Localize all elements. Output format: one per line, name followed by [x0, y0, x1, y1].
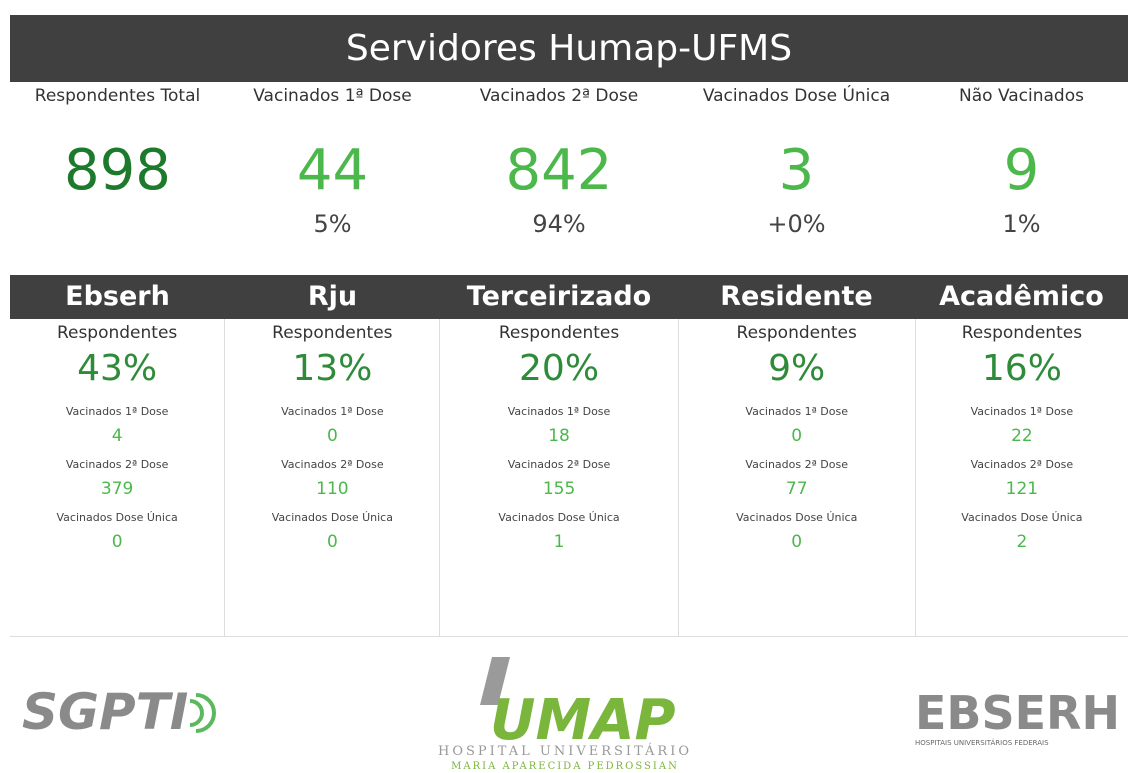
group-card: Respondentes 13% Vacinados 1ª Dose 0 Vacinad…	[225, 319, 441, 636]
group-name: Rju	[307, 281, 358, 312]
group-name: Residente	[720, 281, 873, 312]
respondents-value: 13%	[292, 348, 373, 389]
metric-value: 4	[111, 426, 123, 446]
summary-value: 44	[296, 138, 369, 203]
metric-label: Vacinados 1ª Dose	[745, 405, 848, 418]
metric-value: 0	[326, 532, 338, 552]
summary-label: Não Vacinados	[959, 86, 1084, 106]
metric-value: 0	[791, 426, 803, 446]
summary-card: Vacinados 1ª Dose 44 5%	[225, 84, 440, 272]
metric-value: 155	[542, 479, 576, 499]
summary-label: Vacinados 2ª Dose	[479, 86, 639, 106]
group-card: Respondentes 9% Vacinados 1ª Dose 0 Vacinado…	[679, 319, 916, 636]
metric-label: Vacinados Dose Única	[271, 511, 393, 524]
ebserh-sub: HOSPITAIS UNIVERSITÁRIOS FEDERAIS	[915, 738, 1049, 747]
group-row: Respondentes 43% Vacinados 1ª Dose 4 Vacinad…	[10, 319, 1128, 637]
metric-label: Vacinados Dose Única	[961, 511, 1083, 524]
metric-label: Vacinados Dose Única	[736, 511, 858, 524]
summary-card: Não Vacinados 9 1%	[915, 84, 1128, 272]
metric-label: Vacinados Dose Única	[56, 511, 178, 524]
metric-label: Vacinados Dose Única	[498, 511, 620, 524]
logos: SGPTI UMAP HOSPITAL UNIVERSITÁRIO MARIA …	[22, 657, 1120, 772]
metric-label: Vacinados 1ª Dose	[281, 405, 384, 418]
ebserh-logo: EBSERH	[915, 686, 1120, 740]
summary-label: Vacinados 1ª Dose	[253, 86, 412, 106]
group-card: Respondentes 43% Vacinados 1ª Dose 4 Vacinad…	[10, 319, 226, 636]
summary-label: Respondentes Total	[34, 86, 201, 106]
respondents-value: 16%	[981, 348, 1062, 389]
respondents-value: 9%	[768, 348, 826, 389]
metric-label: Vacinados 2ª Dose	[970, 458, 1074, 471]
metric-value: 18	[548, 426, 570, 446]
metric-value: 77	[785, 479, 808, 499]
metric-value: 0	[791, 532, 803, 552]
metric-value: 0	[326, 426, 338, 446]
group-bar: Ebserh Rju Terceirizado Residente Acadêmico	[10, 275, 1128, 319]
humap-line2: MARIA APARECIDA PEDROSSIAN	[451, 761, 679, 772]
metric-value: 1	[553, 532, 565, 552]
metric-value: 0	[111, 532, 123, 552]
signal-icon	[189, 693, 216, 733]
metric-label: Vacinados 1ª Dose	[507, 405, 611, 418]
respondents-label: Respondentes	[56, 323, 178, 343]
humap-line1: HOSPITAL UNIVERSITÁRIO	[438, 743, 692, 759]
metric-label: Vacinados 2ª Dose	[745, 458, 848, 471]
sgpti-logo: SGPTI	[22, 683, 188, 741]
summary-percent: +0%	[767, 210, 826, 238]
metric-value: 121	[1005, 479, 1039, 499]
title: Servidores Humap-UFMS	[345, 28, 793, 69]
summary-percent: 94%	[532, 210, 586, 238]
metric-label: Vacinados 2ª Dose	[507, 458, 611, 471]
metric-value: 22	[1011, 426, 1033, 446]
summary-card: Respondentes Total 898	[10, 84, 225, 272]
respondents-label: Respondentes	[736, 323, 857, 343]
summary-card: Vacinados Dose Única 3 +0%	[678, 84, 915, 272]
summary-card: Vacinados 2ª Dose 842 94%	[440, 84, 678, 272]
metric-label: Vacinados 1ª Dose	[65, 405, 169, 418]
respondents-value: 43%	[77, 348, 158, 389]
metric-value: 379	[100, 479, 134, 499]
group-card: Respondentes 20% Vacinados 1ª Dose 18 Vacina…	[440, 319, 679, 636]
summary-value: 9	[1003, 138, 1040, 203]
metric-label: Vacinados 2ª Dose	[65, 458, 169, 471]
summary-percent: 1%	[1002, 210, 1041, 238]
summary-row: Respondentes Total 898 Vacinados 1ª Dose 44…	[10, 84, 1128, 272]
group-card: Respondentes 16% Vacinados 1ª Dose 22 Vacina…	[916, 319, 1128, 636]
summary-value: 842	[505, 138, 613, 203]
metric-value: 110	[316, 479, 349, 499]
summary-percent: 5%	[313, 210, 352, 238]
metric-label: Vacinados 1ª Dose	[970, 405, 1074, 418]
respondents-label: Respondentes	[272, 323, 393, 343]
humap-logo: UMAP	[490, 688, 676, 753]
metric-value: 2	[1016, 532, 1028, 552]
group-name: Terceirizado	[466, 281, 652, 312]
respondents-label: Respondentes	[498, 323, 620, 343]
humap-h	[480, 657, 510, 705]
header-bar: Servidores Humap-UFMS	[10, 15, 1128, 82]
summary-value: 3	[778, 138, 815, 203]
summary-value: 898	[64, 138, 171, 203]
respondents-label: Respondentes	[961, 323, 1083, 343]
respondents-value: 20%	[519, 348, 600, 389]
summary-label: Vacinados Dose Única	[702, 86, 891, 106]
group-name: Acadêmico	[939, 281, 1104, 312]
metric-label: Vacinados 2ª Dose	[281, 458, 384, 471]
group-name: Ebserh	[65, 281, 170, 312]
